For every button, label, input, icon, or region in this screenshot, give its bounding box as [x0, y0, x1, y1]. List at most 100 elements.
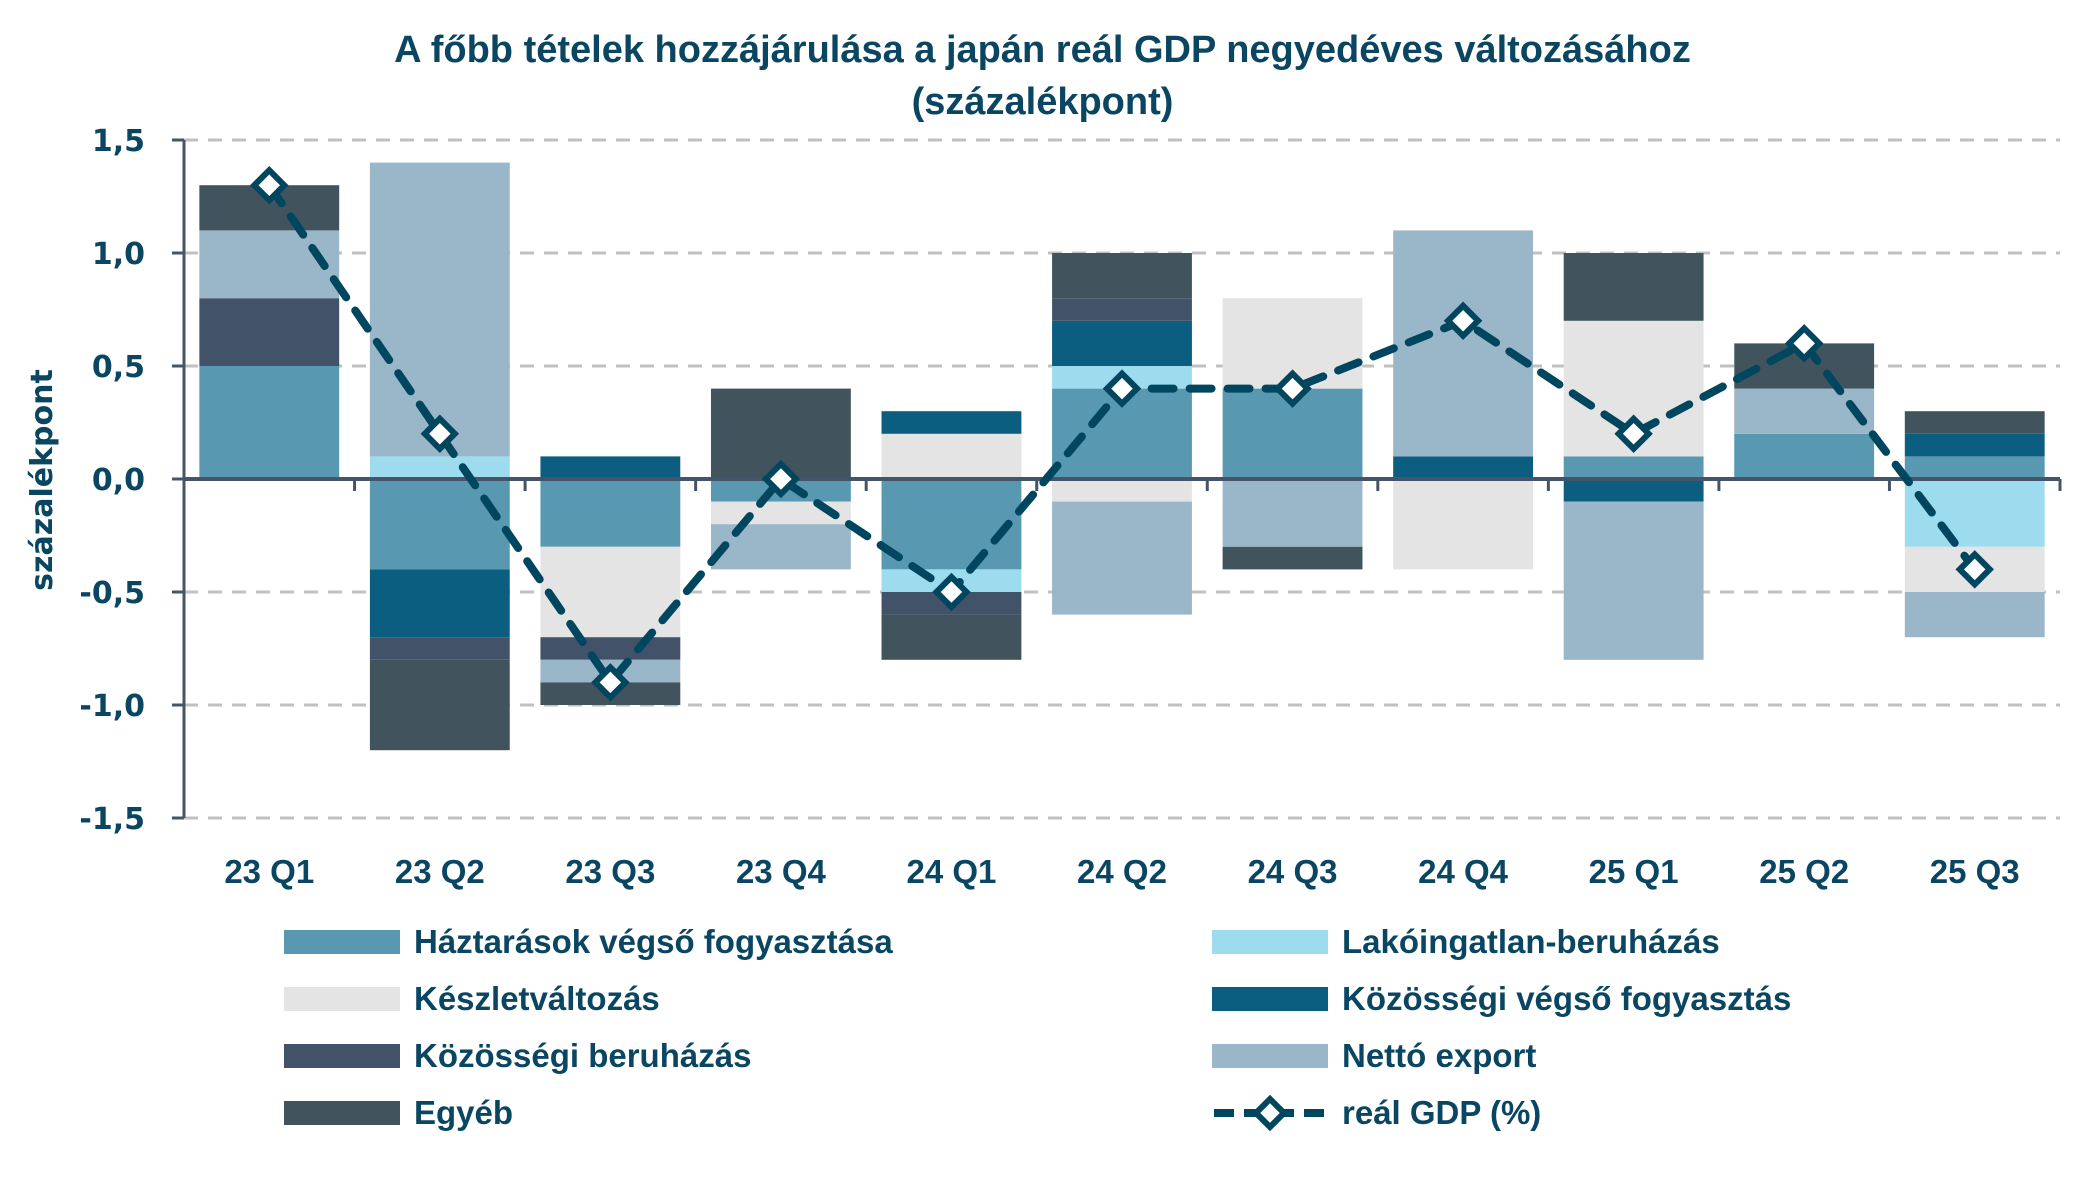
- bar-segment: [710, 524, 851, 570]
- bar-segment: [369, 659, 510, 751]
- x-tick-labels: 23 Q1 23 Q2 23 Q3 23 Q4 24 Q1 24 Q2 24 Q3 24 Q4…: [224, 853, 2019, 890]
- bars: [199, 162, 2045, 751]
- bar-segment: [1563, 456, 1704, 479]
- gdp-marker: [1443, 301, 1483, 341]
- bar-segment: [881, 411, 1022, 434]
- gdp-marker: [1955, 550, 1994, 589]
- gdp-marker: [420, 414, 460, 454]
- bar-segment: [1904, 592, 2045, 638]
- legend-item: Közösségi beruházás: [284, 1036, 751, 1076]
- bar-segment: [1393, 456, 1534, 479]
- y-tick-label: -1,0: [79, 689, 145, 724]
- bar-segment: [1563, 479, 1704, 502]
- bar-segment: [881, 614, 1022, 660]
- gdp-marker: [250, 165, 289, 205]
- bar-segment: [369, 479, 510, 570]
- bar-segment: [1904, 456, 2045, 479]
- bar-segment: [540, 456, 681, 479]
- x-tick-label: 24 Q2: [1077, 853, 1167, 890]
- bar-segment: [1563, 501, 1704, 660]
- bar-segment: [540, 637, 681, 660]
- legend-swatch: [284, 1044, 400, 1068]
- y-tick-label: -1,5: [79, 802, 145, 837]
- bar-segment: [369, 569, 510, 638]
- gdp-marker: [1614, 414, 1653, 454]
- legend-swatch: [284, 1101, 400, 1125]
- x-tick-label: 23 Q2: [395, 853, 485, 890]
- bar-segment: [1052, 501, 1192, 615]
- bar-segment: [1734, 433, 1875, 479]
- x-tick-label: 25 Q3: [1930, 853, 2020, 890]
- legend-swatch: [1212, 987, 1328, 1011]
- gdp-marker: [1784, 324, 1824, 363]
- stacked-bar-chart: 1,5 1,0 0,5 0,0 -0,5 -1,0 -1,5 23 Q1 23 Q2 23 Q3…: [25, 124, 2062, 890]
- bar-segment: [1904, 411, 2045, 434]
- legend-label: Egyéb: [414, 1094, 514, 1131]
- bar-segment: [1904, 433, 2045, 457]
- bar-segment: [540, 479, 681, 547]
- y-tick-labels: 1,5 1,0 0,5 0,0 -0,5 -1,0 -1,5: [79, 124, 145, 837]
- gdp-marker: [1102, 369, 1142, 408]
- x-tick-label: 24 Q1: [907, 853, 997, 890]
- y-tick-label: 0,5: [92, 350, 145, 385]
- bar-segment: [1393, 479, 1534, 570]
- legend-label: Háztarások végső fogyasztása: [414, 923, 893, 960]
- x-tick-label: 23 Q3: [565, 853, 655, 890]
- gdp-marker: [591, 663, 630, 702]
- legend-label: Lakóingatlan-beruházás: [1342, 923, 1720, 960]
- bar-segment: [881, 433, 1022, 479]
- y-tick-label: 1,5: [92, 124, 145, 159]
- bar-segment: [1222, 479, 1363, 547]
- y-tick-label: -0,5: [79, 576, 145, 611]
- legend-swatch: [284, 930, 400, 954]
- legend-swatch: [284, 987, 400, 1011]
- legend-label: Közösségi beruházás: [414, 1037, 752, 1074]
- legend-label: Készletváltozás: [414, 980, 660, 1017]
- x-tick-label: 25 Q2: [1759, 853, 1849, 890]
- legend-label: Nettó export: [1342, 1037, 1537, 1074]
- y-tick-label: 0,0: [92, 463, 145, 498]
- bar-segment: [369, 162, 510, 457]
- bar-segment: [1052, 479, 1192, 502]
- bar-segment: [881, 479, 1022, 570]
- bar-segment: [369, 456, 510, 479]
- legend-item: Készletváltozás: [284, 979, 660, 1019]
- legend-item: Lakóingatlan-beruházás: [1212, 922, 1720, 962]
- bar-segment: [1904, 479, 2045, 547]
- chart-title-line1: A főbb tételek hozzájárulása a japán reá…: [394, 29, 1691, 71]
- y-tick-label: 1,0: [92, 237, 145, 272]
- gdp-line: [250, 165, 1994, 702]
- x-tick-label: 24 Q3: [1248, 853, 1338, 890]
- gdp-marker: [761, 459, 801, 499]
- bar-segment: [1052, 253, 1192, 299]
- legend-item: Közösségi végső fogyasztás: [1212, 979, 1791, 1019]
- chart-title: A főbb tételek hozzájárulása a japán reá…: [0, 24, 2085, 128]
- legend-swatch: [1212, 930, 1328, 954]
- x-tick-label: 23 Q1: [224, 853, 314, 890]
- bar-segment: [1052, 298, 1192, 321]
- y-axis-label: százalékpont: [25, 369, 60, 591]
- gdp-marker: [932, 572, 971, 612]
- legend-item: Egyéb: [284, 1093, 513, 1133]
- legend-label: reál GDP (%): [1342, 1094, 1542, 1131]
- legend-item: reál GDP (%): [1212, 1093, 1541, 1133]
- bar-segment: [199, 230, 340, 299]
- bar-segment: [199, 366, 340, 479]
- axes: [172, 138, 2062, 820]
- x-tick-label: 24 Q4: [1418, 853, 1509, 890]
- bar-segment: [540, 546, 681, 638]
- legend-item: Háztarások végső fogyasztása: [284, 922, 893, 962]
- legend-line-marker-icon: [1214, 1094, 1326, 1132]
- chart-title-line2: (százalékpont): [911, 81, 1174, 123]
- bar-segment: [369, 637, 510, 660]
- bar-segment: [1222, 546, 1363, 570]
- gdp-marker: [1273, 369, 1312, 408]
- bar-segment: [1563, 253, 1704, 321]
- x-tick-label: 23 Q4: [736, 853, 827, 890]
- bar-segment: [1052, 320, 1192, 366]
- legend-item: Nettó export: [1212, 1036, 1536, 1076]
- legend-swatch: [1212, 1044, 1328, 1068]
- bar-segment: [199, 298, 340, 366]
- legend-label: Közösségi végső fogyasztás: [1342, 980, 1792, 1017]
- x-tick-label: 25 Q1: [1589, 853, 1679, 890]
